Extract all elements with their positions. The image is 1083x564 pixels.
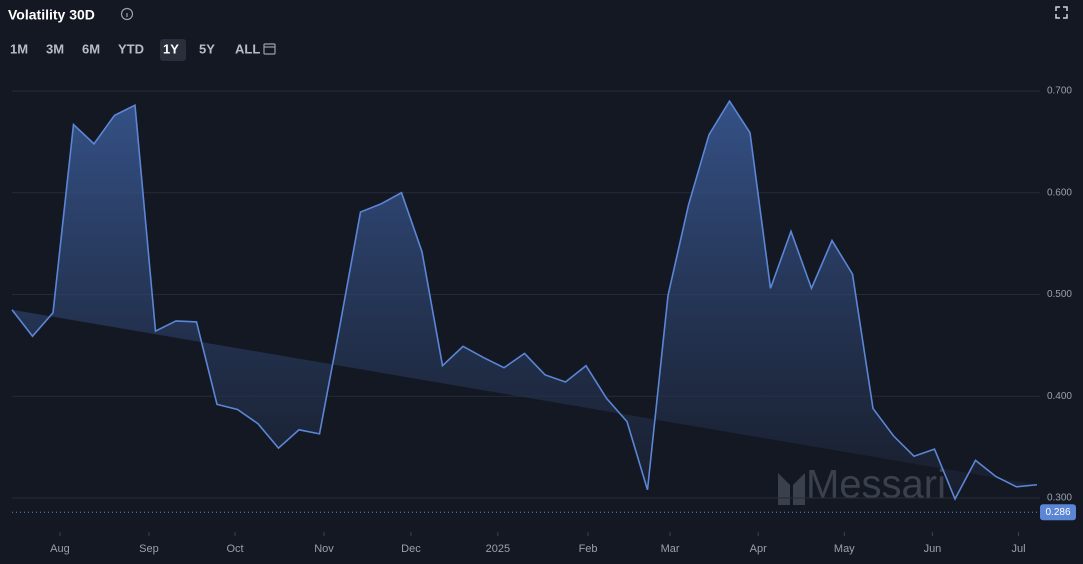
- x-tick-label: Apr: [750, 543, 767, 555]
- calendar-glyph: [263, 43, 276, 55]
- x-tick-label: Dec: [401, 543, 421, 555]
- area-fill: [12, 101, 1037, 499]
- last-value-badge: [1040, 504, 1076, 521]
- x-tick-label: Feb: [579, 543, 598, 555]
- range-button[interactable]: 5Y: [199, 41, 215, 56]
- chart-title: Volatility 30D: [8, 7, 95, 23]
- x-tick-label: Mar: [661, 543, 680, 555]
- range-button[interactable]: YTD: [118, 41, 144, 56]
- info-icon[interactable]: [120, 7, 134, 21]
- calendar-icon[interactable]: [263, 43, 276, 55]
- range-button[interactable]: 1M: [10, 41, 28, 56]
- x-tick-label: Nov: [314, 543, 334, 555]
- y-tick-label: 0.600: [1047, 187, 1072, 198]
- range-button[interactable]: 3M: [46, 41, 64, 56]
- x-tick-label: Jul: [1012, 543, 1026, 555]
- y-tick-label: 0.700: [1047, 86, 1072, 97]
- range-button[interactable]: 1Y: [163, 41, 179, 56]
- range-buttons: 1M 3M 6M YTD 1Y 5Y ALL: [10, 39, 260, 61]
- line: [11, 99, 1038, 501]
- x-tick-label: Aug: [50, 543, 70, 555]
- range-button[interactable]: 6M: [82, 41, 100, 56]
- y-tick-label: 0.400: [1047, 391, 1072, 402]
- last-value-label: 0.286: [1045, 507, 1070, 518]
- fullscreen-icon[interactable]: [1055, 6, 1068, 19]
- x-tick-label: Oct: [226, 543, 243, 555]
- watermark: Messari: [806, 463, 946, 507]
- plot: 0.300 0.400 0.500 0.600 0.700 Aug Sep Oct Nov Dec…: [11, 86, 1076, 555]
- watermark-logo: [778, 473, 805, 505]
- range-active-bg: [160, 39, 186, 61]
- y-tick-label: 0.300: [1047, 493, 1072, 504]
- y-tick-label: 0.500: [1047, 289, 1072, 300]
- x-tick-label: Jun: [924, 543, 942, 555]
- x-tick-label: May: [834, 543, 855, 555]
- x-tick-label: 2025: [486, 543, 510, 555]
- fullscreen-glyph: [1055, 6, 1068, 19]
- x-tick-label: Sep: [139, 543, 159, 555]
- range-button[interactable]: ALL: [235, 41, 260, 56]
